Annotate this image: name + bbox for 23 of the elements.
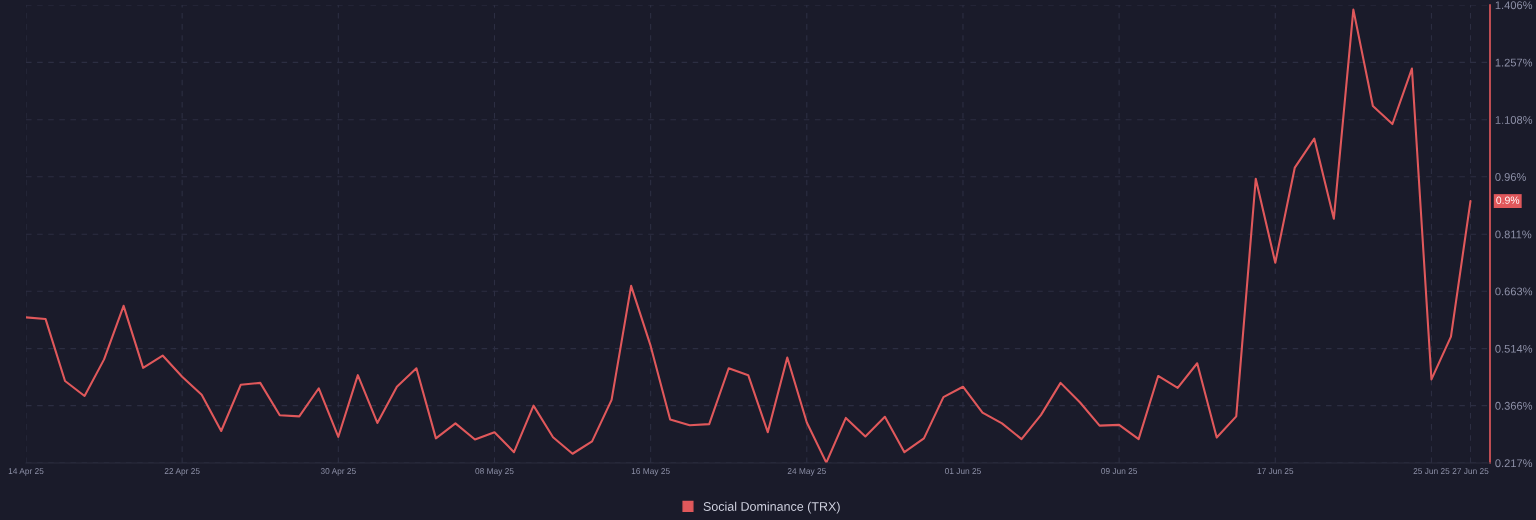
y2-tick-label: 1.257% xyxy=(1495,58,1533,67)
x-tick-label: 25 Jun 25 xyxy=(1413,468,1450,474)
y2-tick-label: 0.217% xyxy=(1495,459,1533,468)
y2-tick-label: 0.663% xyxy=(1495,287,1533,296)
x-tick-label: 16 May 25 xyxy=(631,468,670,476)
line-series xyxy=(26,8,1472,463)
x-tick-label: 14 Apr 25 xyxy=(8,468,44,476)
y2-tick-label: 0.514% xyxy=(1495,344,1533,353)
y2-tick-label: 1.406% xyxy=(1495,1,1533,10)
x-tick-label: 17 Jun 25 xyxy=(1257,468,1294,474)
legend-label: Social Dominance (TRX) xyxy=(703,501,840,514)
y2-tick-label: 1.108% xyxy=(1495,116,1533,124)
x-tick-label: 24 May 25 xyxy=(787,468,826,476)
x-tick-label: 09 Jun 25 xyxy=(1101,468,1138,474)
text: 0.9% xyxy=(1496,196,1520,204)
y2-tick-label: 0.811% xyxy=(1495,230,1532,239)
x-tick-label: 01 Jun 25 xyxy=(944,468,981,474)
x-tick-label: 08 May 25 xyxy=(475,468,514,476)
x-tick-label: 27 Jun 25 xyxy=(1452,468,1489,474)
x-tick-label: 30 Apr 25 xyxy=(320,468,356,476)
y2-tick-label: 0.366% xyxy=(1495,401,1533,410)
x-tick-label: 22 Apr 25 xyxy=(164,468,200,476)
y2-tick-label: 0.96% xyxy=(1495,173,1526,181)
